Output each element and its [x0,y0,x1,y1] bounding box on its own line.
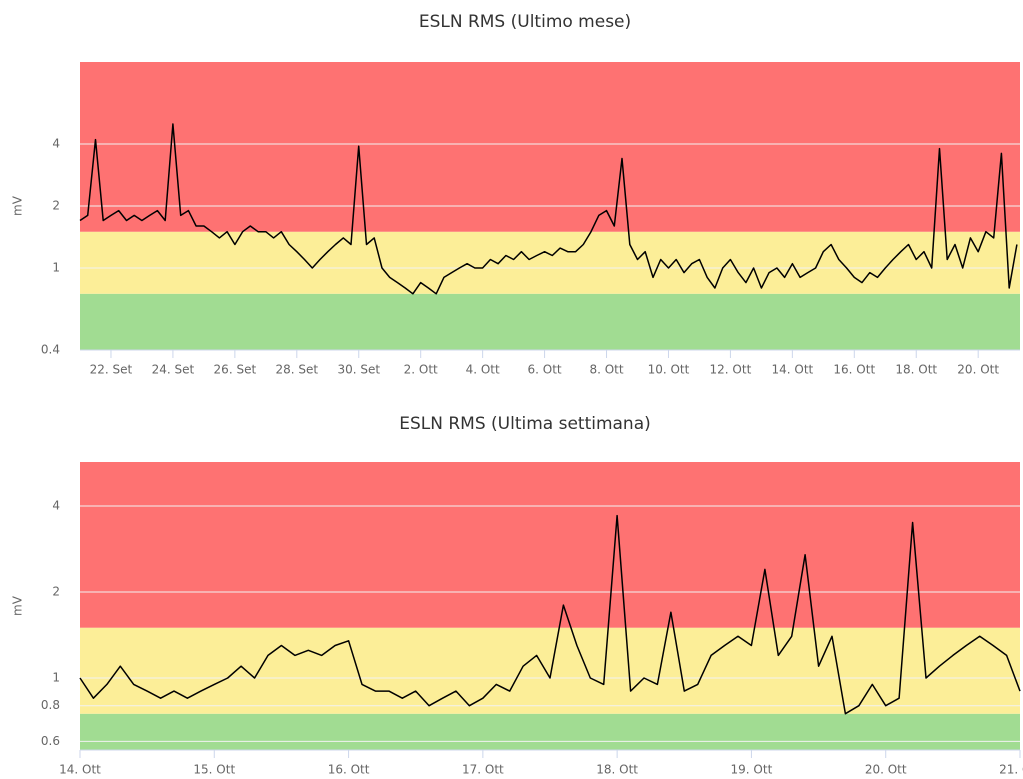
x-tick-label: 16. Ott [833,363,875,377]
plot-band [80,627,1020,714]
chart-title: ESLN RMS (Ultimo mese) [419,12,631,32]
x-tick-label: 4. Ott [466,363,500,377]
x-tick-label: 18. Ott [895,363,937,377]
data-line [79,514,1021,715]
y-axis-label: mV [11,595,25,616]
y-tick-label: 4 [52,136,60,150]
plot-band [80,293,1020,350]
y-tick-label: 2 [52,199,60,213]
plot-band [80,62,1020,232]
x-tick-label: 14. Ott [59,763,101,777]
x-tick-label: 22. Set [90,363,133,377]
y-tick-label: 1 [52,261,60,275]
x-tick-label: 2. Ott [404,363,438,377]
x-tick-label: 20. Ott [957,363,999,377]
y-tick-label: 0.6 [41,734,60,748]
x-tick-label: 20. Ott [865,763,907,777]
x-tick-label: 28. Set [275,363,318,377]
plot-band [80,713,1020,750]
x-tick-label: 12. Ott [710,363,752,377]
data-line [79,123,1018,295]
x-tick-label: 6. Ott [528,363,562,377]
y-tick-label: 4 [52,498,60,512]
x-tick-label: 18. Ott [596,763,638,777]
x-tick-label: 24. Set [152,363,195,377]
plot-band [80,231,1020,294]
x-tick-label: 21. Ott [999,763,1023,777]
x-tick-label: 30. Set [337,363,380,377]
y-tick-label: 1 [52,671,60,685]
y-tick-label: 0.8 [41,698,60,712]
x-tick-label: 10. Ott [648,363,690,377]
chart-title: ESLN RMS (Ultima settimana) [399,414,651,434]
x-tick-label: 14. Ott [771,363,813,377]
y-tick-label: 2 [52,584,60,598]
x-tick-label: 16. Ott [328,763,370,777]
y-axis-label: mV [11,195,25,216]
x-tick-label: 26. Set [214,363,257,377]
y-tick-label: 0.4 [41,343,60,357]
plot-band [80,462,1020,628]
x-tick-label: 15. Ott [193,763,235,777]
x-tick-label: 8. Ott [589,363,623,377]
x-tick-label: 19. Ott [731,763,773,777]
x-tick-label: 17. Ott [462,763,504,777]
